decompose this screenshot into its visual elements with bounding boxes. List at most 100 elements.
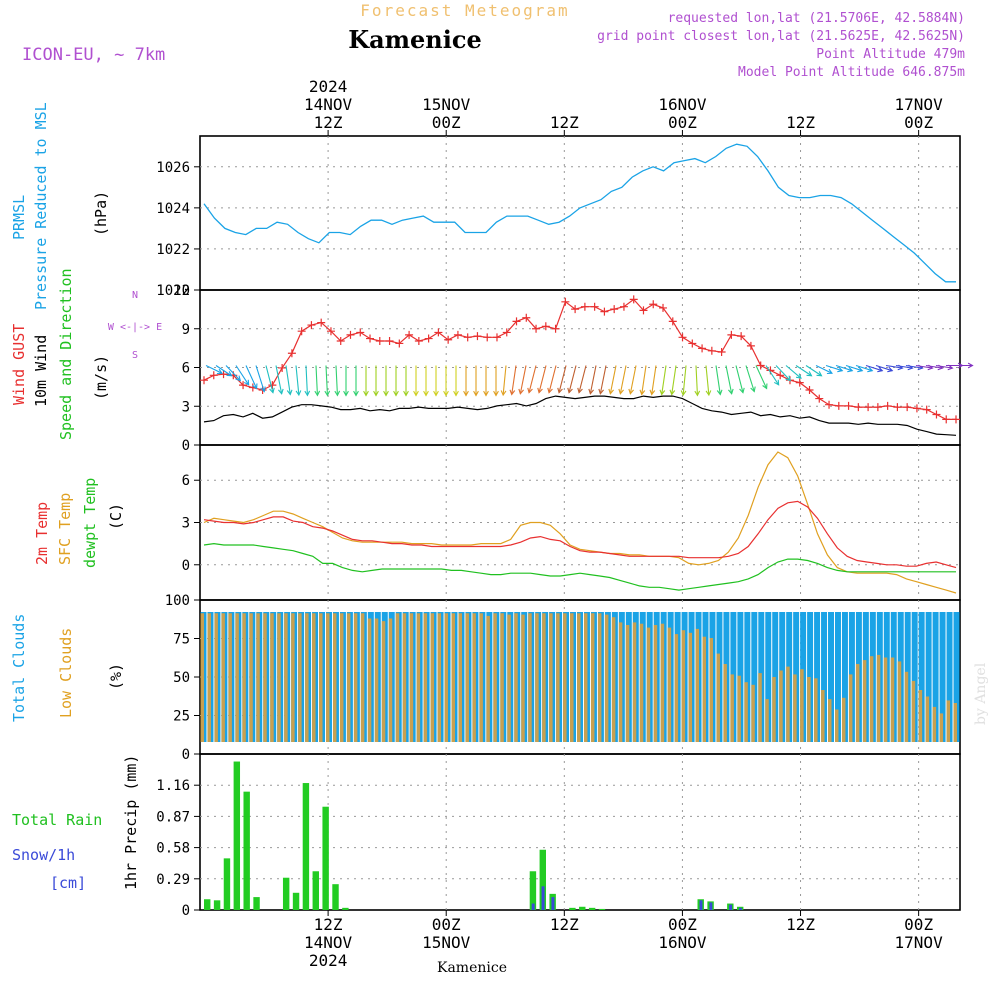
total-cloud-bar [744, 612, 751, 742]
gust-marker [942, 415, 951, 424]
top-hour-label: 12Z [314, 113, 343, 132]
low-cloud-bar [277, 613, 281, 742]
wind-arrow-head [628, 388, 634, 395]
wind-arrow-head [393, 390, 399, 397]
wind-direction-arrow [265, 365, 274, 393]
wind-arrow-head [867, 366, 874, 373]
gust-marker [366, 334, 375, 343]
cloud-panel-labels: Total Clouds Low Clouds (%) [10, 614, 125, 722]
low-cloud-bar [242, 613, 246, 742]
low-cloud-bar [284, 613, 288, 742]
gust-marker [405, 330, 414, 339]
temp-2m-label: 2m Temp [33, 502, 51, 565]
y-tick-label: 50 [173, 670, 190, 686]
gust-marker [444, 335, 453, 344]
top-year-label: 2024 [309, 77, 348, 96]
wind-arrow-head [413, 390, 419, 397]
wind-arrow-head [967, 362, 974, 369]
low-cloud-bar [841, 697, 846, 742]
low-cloud-bar [828, 699, 832, 742]
wind-arrow-head [334, 390, 341, 397]
wind-direction-arrow [805, 365, 822, 377]
low-cloud-bar [918, 690, 923, 742]
gust-marker [297, 327, 306, 336]
low-cloud-bar [423, 613, 428, 742]
bottom-location-label: Kamenice [437, 960, 507, 976]
low-cloud-bar [890, 657, 895, 742]
wind-direction-arrow [629, 365, 637, 394]
low-cloud-bar [500, 613, 504, 742]
bottom-hour-label: 12Z [786, 915, 815, 934]
wind-arrow-head [433, 390, 439, 397]
wind-arrow-head [537, 387, 543, 394]
low-cloud-bar [876, 654, 881, 742]
y-tick-label: 25 [173, 709, 190, 725]
gust-marker [571, 305, 580, 314]
low-cloud-bar [479, 613, 483, 742]
low-cloud-bar [472, 613, 476, 742]
low-cloud-bar [814, 678, 818, 742]
bottom-hour-label: 12Z [314, 915, 343, 934]
rain-bar [312, 871, 319, 910]
low-cloud-bar [618, 622, 623, 742]
low-cloud-bar [904, 671, 909, 742]
wind-direction-arrow [661, 365, 667, 395]
rain-bar [282, 877, 290, 910]
wind-direction-arrow [895, 364, 913, 369]
wind-direction-arrow [285, 365, 291, 395]
y-tick-label: 1026 [156, 160, 190, 176]
snow-unit-label: [cm] [50, 874, 86, 892]
wind-direction-arrow [335, 365, 338, 396]
gust-marker [336, 337, 345, 345]
wind-arrow-head [567, 387, 573, 394]
low-cloud-bar [597, 613, 602, 742]
total-cloud-bar [925, 612, 932, 742]
low-cloud-bar [200, 613, 204, 742]
wind-arrow-head [847, 366, 854, 373]
wind-arrow-head [547, 387, 553, 394]
wind-dir-label: Speed and Direction [57, 268, 75, 440]
wind-arrow-head [509, 389, 516, 396]
low-cloud-bar [625, 625, 630, 742]
wind-arrow-head [795, 373, 802, 379]
gust-marker [668, 317, 677, 326]
wind-direction-arrow [875, 364, 893, 372]
wind-direction-arrow [641, 365, 647, 395]
wind-arrow-head [618, 388, 624, 395]
gust-marker [746, 341, 755, 350]
wind-arrow-head [728, 388, 734, 395]
low-cloud-bar [346, 613, 351, 742]
wind-direction-arrow [528, 365, 537, 393]
low-cloud-bar [298, 613, 302, 742]
snow-bar [709, 902, 713, 910]
gust-marker [659, 303, 668, 312]
low-cloud-bar [800, 669, 804, 742]
low-cloud-bar [416, 613, 421, 742]
gust-marker [629, 295, 638, 304]
snow-bar [531, 903, 535, 910]
pressure-unit-label: (hPa) [92, 191, 110, 236]
low-cloud-bar [646, 627, 651, 742]
total-cloud-bar [932, 612, 939, 742]
snow-bar [699, 900, 703, 910]
low-cloud-bar [639, 623, 644, 742]
bottom-hour-label: 00Z [432, 915, 461, 934]
low-cloud-bar [402, 613, 407, 742]
wind-arrow-head [278, 388, 284, 395]
low-cloud-bar [848, 674, 853, 742]
top-date-label: 16NOV [658, 95, 707, 114]
top-hour-label: 12Z [550, 113, 579, 132]
low-cloud-bar [374, 618, 379, 742]
gust-marker [424, 334, 433, 343]
low-cloud-bar [570, 613, 574, 742]
watermark: by Angel [973, 662, 989, 725]
rain-bar [569, 907, 576, 910]
wind-arrow-head [363, 390, 369, 397]
low-cloud-bar [688, 632, 693, 742]
panels-group: 1020 1022 1024 1026 0 3 6 9 12 0 3 6 0 25 50 75 100 0 0.29… [156, 130, 974, 919]
low-cloud-bar [214, 613, 218, 742]
rain-bar [253, 897, 260, 910]
wind-direction-arrow [599, 365, 607, 394]
low-cloud-bar [583, 613, 588, 742]
wind-arrow-head [260, 386, 266, 393]
